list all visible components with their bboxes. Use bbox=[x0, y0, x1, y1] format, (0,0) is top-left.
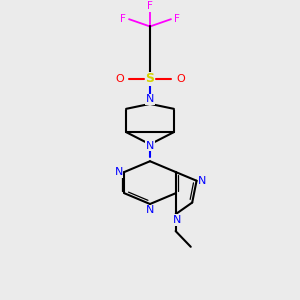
Text: N: N bbox=[114, 167, 123, 177]
Text: N: N bbox=[173, 215, 181, 225]
Text: N: N bbox=[146, 94, 154, 104]
Text: F: F bbox=[147, 1, 153, 11]
Text: N: N bbox=[198, 176, 207, 186]
Text: F: F bbox=[120, 14, 126, 24]
Text: F: F bbox=[174, 14, 180, 24]
Text: N: N bbox=[146, 206, 154, 215]
Text: O: O bbox=[115, 74, 124, 84]
Text: N: N bbox=[146, 141, 154, 151]
Text: O: O bbox=[176, 74, 185, 84]
Text: S: S bbox=[146, 72, 154, 86]
